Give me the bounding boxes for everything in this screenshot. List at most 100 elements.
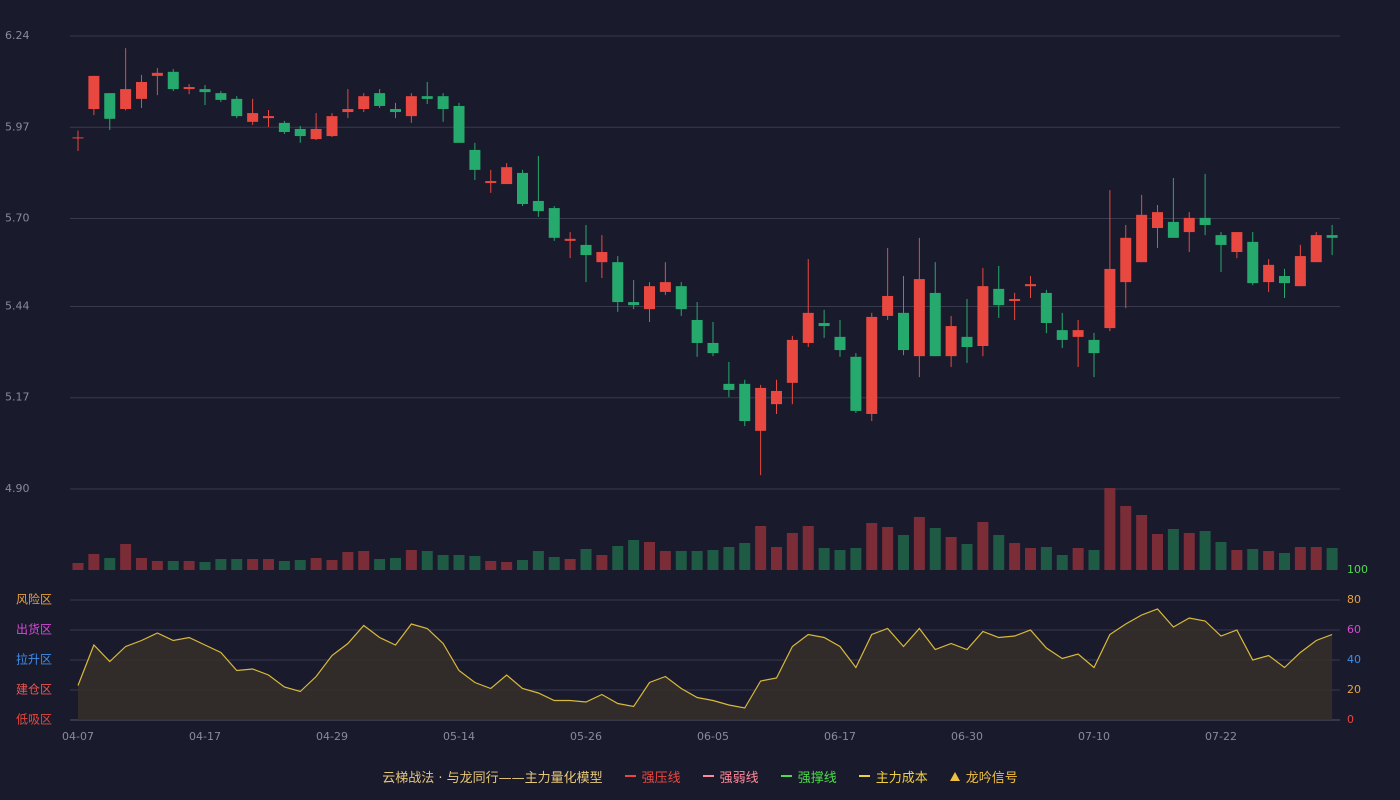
candle-body — [755, 387, 767, 431]
volume-bar — [405, 550, 417, 570]
candle-body — [691, 319, 703, 343]
volume-bar — [866, 523, 878, 570]
candle-body — [723, 383, 735, 390]
volume-bar — [437, 555, 449, 570]
volume-bar — [326, 560, 338, 570]
volume-bar — [167, 561, 179, 570]
candle-body — [1040, 292, 1052, 324]
volume-bar — [580, 549, 592, 570]
candle-body — [120, 89, 132, 110]
volume-bar — [802, 526, 814, 570]
candle-body — [596, 252, 608, 263]
candle-body — [1025, 284, 1036, 287]
candle-body — [818, 323, 830, 327]
volume-bar — [1294, 547, 1306, 570]
y-tick-label: 4.90 — [5, 482, 30, 495]
candle-body — [1104, 268, 1116, 329]
volume-bar — [913, 517, 925, 570]
candle-body — [564, 238, 576, 241]
volume-bar — [659, 551, 671, 570]
y-tick-label: 5.17 — [5, 391, 30, 404]
volume-bar — [691, 551, 703, 570]
volume-bar — [104, 558, 116, 570]
candle-body — [1263, 264, 1275, 283]
volume-bar — [294, 560, 306, 570]
candle-body — [310, 128, 322, 140]
volume-bar — [1056, 555, 1068, 570]
volume-bar — [1136, 515, 1148, 570]
candle-body — [342, 109, 354, 113]
indicator-line — [77, 608, 1333, 709]
x-tick-label: 07-10 — [1078, 730, 1110, 743]
volume-bar — [421, 551, 433, 570]
legend-marker — [949, 771, 960, 781]
candle-body — [644, 286, 655, 310]
candle-body — [1167, 221, 1179, 238]
candle-body — [72, 137, 84, 139]
y2-tick-label: 0 — [1347, 713, 1354, 726]
candle-body — [1136, 214, 1148, 263]
legend-label: 龙吟信号 — [965, 770, 1018, 786]
volume-bar — [1025, 548, 1036, 570]
volume-bar — [961, 544, 973, 570]
legend-marker — [624, 775, 636, 777]
y2-tick-label: 20 — [1347, 683, 1361, 696]
x-tick-label: 06-30 — [951, 730, 983, 743]
volume-bar — [1040, 547, 1052, 570]
volume-bar — [1183, 533, 1195, 570]
x-tick-label: 06-17 — [824, 730, 856, 743]
volume-bar — [183, 561, 195, 570]
volume-bar — [136, 558, 147, 570]
candle-body — [374, 93, 386, 106]
candle-body — [548, 208, 560, 238]
candle-body — [913, 279, 925, 357]
candle-body — [231, 98, 243, 117]
candle-body — [1056, 330, 1068, 340]
candle-body — [898, 312, 909, 351]
candle-body — [993, 288, 1005, 306]
volume-bar — [1263, 551, 1275, 570]
y-tick-label: 5.70 — [5, 212, 30, 225]
volume-bar — [755, 526, 767, 570]
legend-item: 强压线 — [624, 767, 681, 786]
volume-bar — [612, 546, 624, 570]
candle-body — [485, 181, 497, 184]
volume-bar — [707, 550, 719, 570]
candle-body — [405, 96, 417, 117]
volume-bar — [1199, 531, 1211, 570]
volume-bar — [1310, 547, 1322, 570]
legend-item: 龙吟信号 — [949, 767, 1018, 786]
volume-bar — [1167, 529, 1179, 570]
legend-label: 强撑线 — [797, 770, 837, 786]
candle-body — [104, 93, 116, 119]
legend-marker — [858, 775, 870, 777]
candle-body — [1326, 235, 1338, 238]
y2-tick-label: 100 — [1347, 563, 1368, 576]
volume-bar — [675, 551, 687, 570]
y2-tick-label: 80 — [1347, 593, 1361, 606]
volume-bar — [1215, 542, 1227, 570]
candle-body — [263, 116, 274, 119]
volume-bar — [1088, 550, 1100, 570]
volume-bar — [88, 554, 100, 570]
volume-bar — [818, 548, 830, 570]
candle-body — [1215, 235, 1227, 245]
x-tick-label: 06-05 — [697, 730, 729, 743]
volume-bar — [771, 547, 782, 570]
candle-body — [532, 200, 544, 212]
volume-bar — [310, 558, 322, 570]
x-tick-label: 04-07 — [62, 730, 94, 743]
volume-bar — [628, 540, 640, 570]
legend-item: 强撑线 — [780, 767, 837, 786]
volume-bar — [850, 548, 862, 570]
x-tick-label: 07-22 — [1205, 730, 1237, 743]
candle-body — [199, 89, 211, 93]
volume-bar — [358, 551, 370, 570]
zone-label: 出货区 — [16, 622, 52, 637]
volume-bar — [929, 528, 941, 570]
candle-body — [469, 149, 481, 170]
volume-bar — [882, 527, 894, 570]
volume-bar — [1231, 550, 1243, 570]
legend-item: 主力成本 — [858, 767, 928, 786]
legend-label: 强压线 — [641, 770, 681, 786]
